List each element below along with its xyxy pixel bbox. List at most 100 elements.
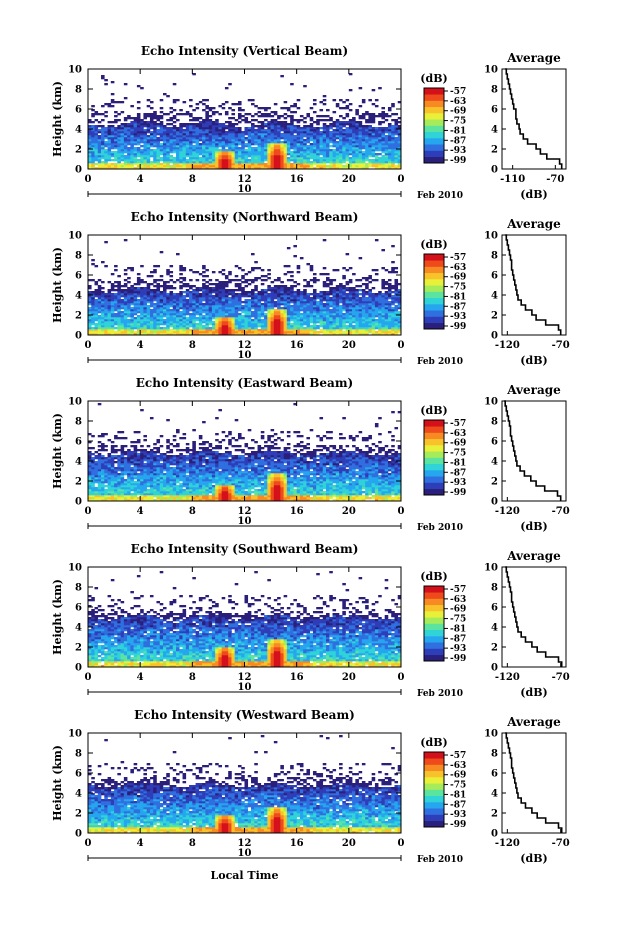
heatmap-cell [202,123,206,126]
heatmap-cell [326,315,330,318]
heatmap-cell [228,311,232,314]
heatmap-cell [172,313,177,316]
heatmap-cell [237,107,242,110]
heatmap-cell [208,333,213,336]
heatmap-cell [306,167,311,170]
heatmap-cell [251,269,255,272]
heatmap-cell [130,161,134,164]
heatmap-cell [254,165,258,168]
heatmap-cell [348,73,353,76]
heatmap-cell [224,275,229,278]
heatmap-cell [387,141,392,144]
heatmap-cell [303,321,307,324]
heatmap-cell [244,155,249,158]
heatmap-cell [394,119,399,122]
heatmap-cell [114,129,118,132]
heatmap-cell [355,153,359,156]
heatmap-cell [133,307,138,310]
heatmap-cell [332,269,337,272]
heatmap-cell [130,269,134,272]
heatmap-cell [270,165,275,168]
colorbar-swatch [424,100,444,108]
heatmap-cell [237,333,242,336]
heatmap-cell [143,281,147,284]
heatmap-cell [218,143,222,146]
heatmap-cell [332,163,337,166]
heatmap-cell [309,321,314,324]
heatmap-cell [120,299,125,302]
heatmap-cell [159,297,164,300]
heatmap-cell [189,113,193,116]
heatmap-cell [296,139,301,142]
heatmap-cell [358,155,363,158]
heatmap-cell [264,125,268,128]
heatmap-cell [371,303,376,306]
heatmap-cell [280,161,284,164]
heatmap-cell [149,305,154,308]
heatmap-cell [391,303,395,306]
heatmap-cell [257,325,262,328]
heatmap-cell [365,309,369,312]
heatmap-cell [381,301,385,304]
heatmap-cell [257,163,262,166]
heatmap-cell [169,145,174,148]
heatmap-cell [355,155,359,158]
heatmap-cell [267,147,271,150]
heatmap-cell [322,281,327,284]
heatmap-cell [198,303,203,306]
heatmap-cell [208,141,213,144]
heatmap-cell [91,131,95,134]
heatmap-cell [176,147,180,150]
heatmap-cell [198,307,203,310]
heatmap-cell [156,303,161,306]
heatmap-cell [215,153,219,156]
heatmap-cell [293,291,297,294]
heatmap-cell [316,301,320,304]
heatmap-cell [208,163,213,166]
heatmap-cell [342,309,346,312]
heatmap-cell [234,299,239,302]
heatmap-cell [345,159,350,162]
heatmap-cell [205,167,209,170]
heatmap-cell [140,127,144,130]
heatmap-cell [267,139,271,142]
heatmap-cell [345,299,350,302]
heatmap-cell [293,161,297,164]
heatmap-cell [130,127,134,130]
heatmap-cell [280,163,284,166]
heatmap-cell [166,293,170,296]
heatmap-cell [339,297,343,300]
heatmap-cell [228,323,232,326]
heatmap-cell [221,163,226,166]
heatmap-cell [104,293,108,296]
heatmap-cell [234,313,239,316]
heatmap-cell [179,135,183,138]
heatmap-cell [277,151,281,154]
heatmap-cell [277,325,281,328]
heatmap-cell [322,137,327,140]
heatmap-cell [162,295,167,298]
heatmap-cell [107,151,112,154]
heatmap-cell [140,301,144,304]
heatmap-cell [335,129,340,132]
heatmap-cell [303,331,307,334]
heatmap-cell [166,95,170,98]
heatmap-cell [169,313,174,316]
heatmap-cell [156,149,161,152]
heatmap-cell [192,325,196,328]
heatmap-cell [143,317,147,320]
heatmap-cell [378,313,382,316]
heatmap-cell [88,325,92,328]
heatmap-cell [352,137,356,140]
heatmap-cell [97,157,102,160]
heatmap-cell [130,137,134,140]
heatmap-cell [130,145,134,148]
heatmap-cell [361,143,366,146]
heatmap-cell [228,303,232,306]
heatmap-cell [277,165,281,168]
heatmap-cell [195,139,200,142]
heatmap-cell [387,329,392,332]
heatmap-cell [192,331,196,334]
heatmap-cell [176,167,180,170]
heatmap-cell [182,165,187,168]
